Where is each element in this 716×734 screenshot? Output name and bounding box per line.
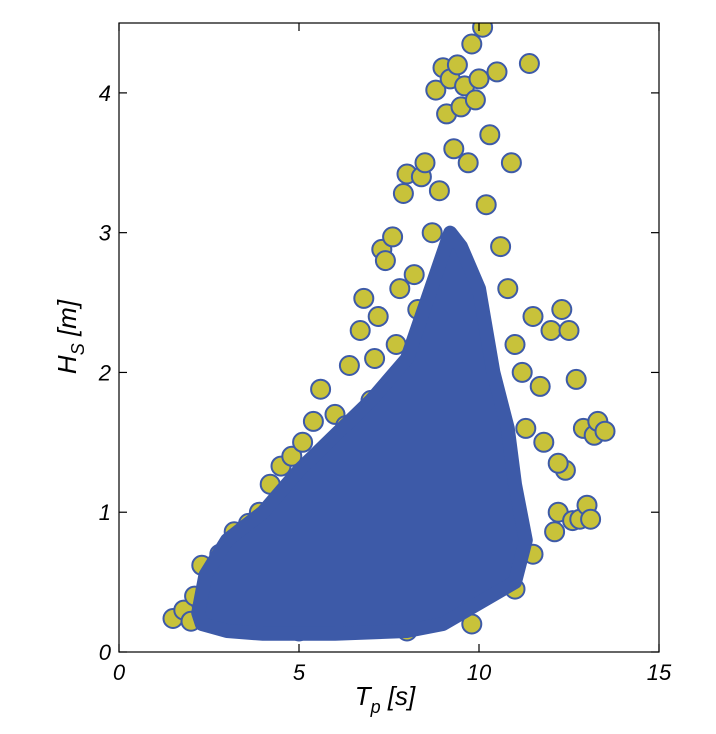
y-tick-label: 1 xyxy=(99,500,111,525)
data-point xyxy=(468,68,490,90)
x-axis-symbol: T xyxy=(355,681,373,711)
data-point xyxy=(580,508,602,530)
y-tick-label: 0 xyxy=(99,640,112,665)
y-axis-subscript: S xyxy=(68,343,88,355)
data-point xyxy=(353,287,375,309)
y-tick-label: 4 xyxy=(99,81,111,106)
data-point xyxy=(472,23,494,38)
x-tick-label: 5 xyxy=(293,660,306,685)
data-point xyxy=(461,33,483,55)
data-point xyxy=(310,378,332,400)
axis-ticks: 0 5 10 15 0 1 2 3 4 xyxy=(98,23,672,685)
data-points xyxy=(162,23,616,642)
data-point xyxy=(367,306,389,327)
data-point xyxy=(565,368,587,390)
data-point xyxy=(281,445,303,467)
data-point xyxy=(479,124,501,146)
data-point xyxy=(374,250,396,272)
data-point xyxy=(518,53,540,74)
data-point xyxy=(533,431,555,453)
data-point xyxy=(522,306,544,327)
data-point xyxy=(349,320,371,341)
data-point xyxy=(515,417,537,439)
y-tick-label: 3 xyxy=(99,221,112,246)
y-tick-label: 2 xyxy=(98,360,111,385)
data-point xyxy=(428,180,450,202)
data-point xyxy=(486,61,508,83)
data-point xyxy=(414,152,436,174)
data-point xyxy=(551,299,573,320)
data-point xyxy=(457,152,479,174)
data-point xyxy=(421,222,443,244)
data-point xyxy=(500,152,522,174)
data-point xyxy=(425,79,447,101)
data-point xyxy=(594,420,616,442)
plot-frame xyxy=(118,22,660,653)
data-point xyxy=(558,320,580,341)
data-point xyxy=(490,236,512,258)
x-axis-unit: [s] xyxy=(381,681,416,711)
data-point xyxy=(511,361,533,383)
y-axis-label: HS [m] xyxy=(52,299,88,374)
data-point xyxy=(446,54,468,76)
x-tick-label: 15 xyxy=(647,660,672,685)
data-point xyxy=(497,278,519,300)
data-point xyxy=(364,348,386,369)
data-point xyxy=(338,355,360,376)
data-point xyxy=(292,431,314,453)
data-point xyxy=(529,375,551,397)
y-axis-unit: [m] xyxy=(52,299,82,343)
data-point xyxy=(464,89,486,111)
dense-point-cloud xyxy=(191,225,533,641)
x-axis-label: Tp [s] xyxy=(355,681,416,717)
data-point xyxy=(504,334,526,355)
x-tick-label: 0 xyxy=(113,660,126,685)
data-point xyxy=(392,183,414,204)
data-point xyxy=(475,194,497,216)
data-point xyxy=(540,320,562,341)
data-point xyxy=(382,226,404,248)
x-axis-subscript: p xyxy=(370,697,381,717)
data-point xyxy=(443,138,465,160)
data-point xyxy=(547,452,569,474)
data-point xyxy=(403,264,425,286)
data-point xyxy=(389,278,411,300)
x-tick-label: 10 xyxy=(467,660,492,685)
y-axis-symbol: H xyxy=(52,355,82,374)
data-point xyxy=(302,410,324,432)
data-point xyxy=(544,521,566,543)
